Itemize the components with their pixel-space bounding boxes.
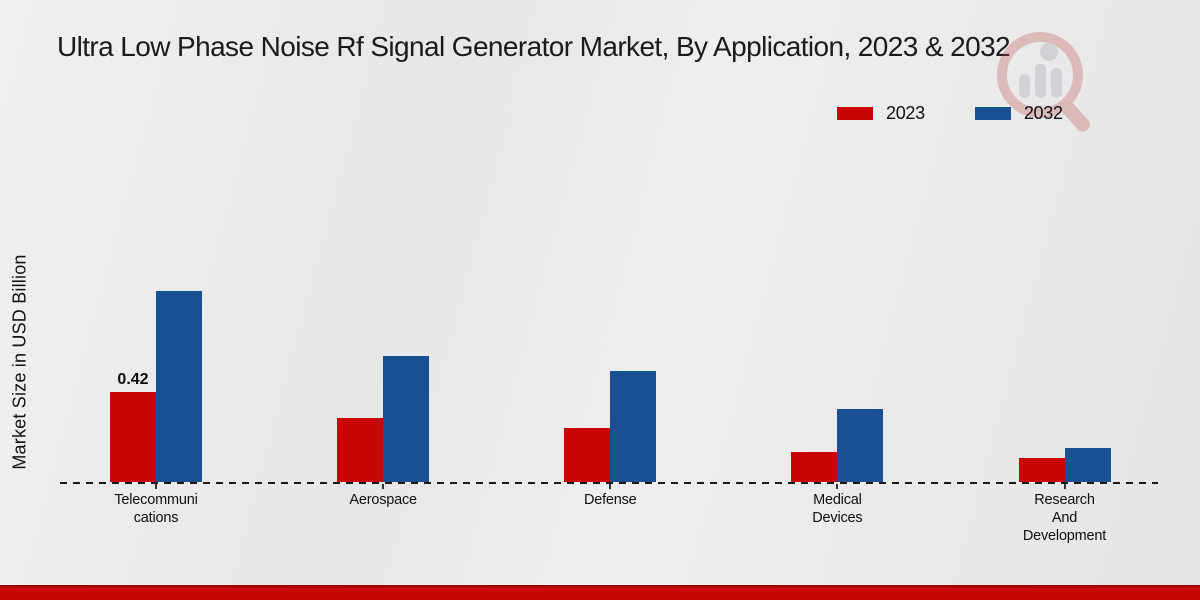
legend-item-2032: 2032 [974,103,1063,124]
chart-title: Ultra Low Phase Noise Rf Signal Generato… [57,31,1011,62]
category-label-telecommunications: Telecommuni cations [114,492,198,526]
bar-2023-medical-devices [791,452,838,482]
bar-2023-research-and-development [1018,458,1065,482]
x-axis-tick-defense [609,484,612,489]
legend-swatch-2032 [974,107,1011,120]
category-label-aerospace: Aerospace [349,492,417,508]
bar-value-label: 0.42 [117,371,149,388]
bar-2032-telecommunications [156,291,202,482]
legend-item-2023: 2023 [837,103,925,124]
footer-banner [0,585,1200,600]
bar-2032-medical-devices [837,409,884,482]
bar-2023-telecommunications [110,392,156,482]
x-axis-tick-medical-devices [836,484,839,489]
legend: 2023 2032 [837,103,1099,124]
bar-2032-defense [610,371,657,482]
x-axis-tick-research-and-development [1063,484,1066,489]
category-label-medical-devices: Medical Devices [812,492,863,526]
category-label-defense: Defense [583,492,637,508]
x-axis-baseline [60,482,1158,484]
bar-2032-aerospace [383,356,430,482]
category-label-research-and-development: Research And Development [1022,492,1107,544]
legend-swatch-2023 [837,107,873,120]
bar-2032-research-and-development [1064,448,1111,482]
x-axis-tick-aerospace [382,484,385,489]
bar-2023-aerospace [337,418,384,482]
legend-label-2032: 2032 [1023,103,1063,123]
legend-label-2023: 2023 [886,103,925,123]
x-axis-tick-telecommunications [155,484,157,489]
bar-2023-defense [564,428,611,482]
